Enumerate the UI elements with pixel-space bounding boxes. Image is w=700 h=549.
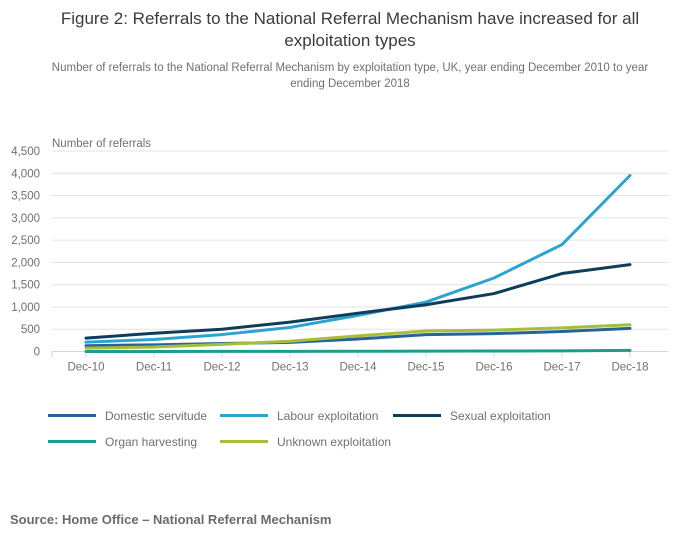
- y-tick-label: 4,000: [11, 168, 40, 180]
- x-tick-label: Dec-14: [339, 362, 377, 374]
- line-unknown-exploitation: [84, 323, 632, 350]
- legend-label: Organ harvesting: [105, 434, 198, 449]
- y-tick-label: 2,500: [11, 235, 40, 247]
- x-tick-label: Dec-11: [136, 362, 172, 374]
- x-tick-label: Dec-13: [271, 362, 308, 374]
- x-tick-label: Dec-16: [475, 362, 512, 374]
- y-tick-label: 1,500: [11, 280, 40, 292]
- x-tick-label: Dec-15: [407, 362, 444, 374]
- legend-swatch-sexual-exploitation: [393, 414, 441, 417]
- legend-item-labour-exploitation: Labour exploitation: [220, 408, 393, 423]
- y-tick-label: 3,000: [11, 213, 40, 225]
- legend-label: Sexual exploitation: [450, 408, 551, 423]
- x-tick-label: Dec-18: [611, 362, 648, 374]
- line-labour-exploitation: [84, 174, 632, 344]
- y-tick-label: 0: [34, 347, 40, 359]
- legend-item-organ-harvesting: Organ harvesting: [48, 434, 220, 449]
- legend-swatch-unknown-exploitation: [220, 440, 268, 443]
- x-tick-label: Dec-10: [67, 362, 104, 374]
- y-tick-label: 500: [21, 324, 40, 336]
- legend-item-unknown-exploitation: Unknown exploitation: [220, 434, 393, 449]
- y-tick-label: 1,000: [11, 302, 40, 314]
- y-tick-label: 2,000: [11, 257, 40, 269]
- x-tick-label: Dec-17: [543, 362, 580, 374]
- y-axis-title: Number of referrals: [52, 138, 151, 150]
- x-tick-label: Dec-12: [203, 362, 240, 374]
- legend-swatch-domestic-servitude: [48, 414, 96, 417]
- source-caption: Source: Home Office – National Referral …: [10, 512, 332, 527]
- legend-swatch-organ-harvesting: [48, 440, 96, 443]
- line-sexual-exploitation: [84, 263, 632, 340]
- line-chart: 0 500 1,000 1,500 2,000 2,500 3,000 3,500 4,000 4…: [11, 138, 668, 374]
- legend-item-domestic-servitude: Domestic servitude: [48, 408, 220, 423]
- line-organ-harvesting: [84, 348, 632, 353]
- legend-swatch-labour-exploitation: [220, 414, 268, 417]
- figure-subtitle: Number of referrals to the National Refe…: [51, 62, 649, 90]
- chart-legend: Domestic servitude Labour exploitation Sex…: [48, 408, 678, 449]
- legend-item-sexual-exploitation: Sexual exploitation: [393, 408, 678, 423]
- legend-label: Labour exploitation: [277, 408, 379, 423]
- figure-title: Figure 2: Referrals to the National Refe…: [60, 9, 640, 51]
- line-domestic-servitude: [84, 326, 632, 348]
- legend-label: Unknown exploitation: [277, 434, 392, 449]
- y-tick-label: 3,500: [11, 191, 40, 203]
- y-tick-label: 4,500: [11, 146, 40, 158]
- legend-label: Domestic servitude: [105, 408, 208, 423]
